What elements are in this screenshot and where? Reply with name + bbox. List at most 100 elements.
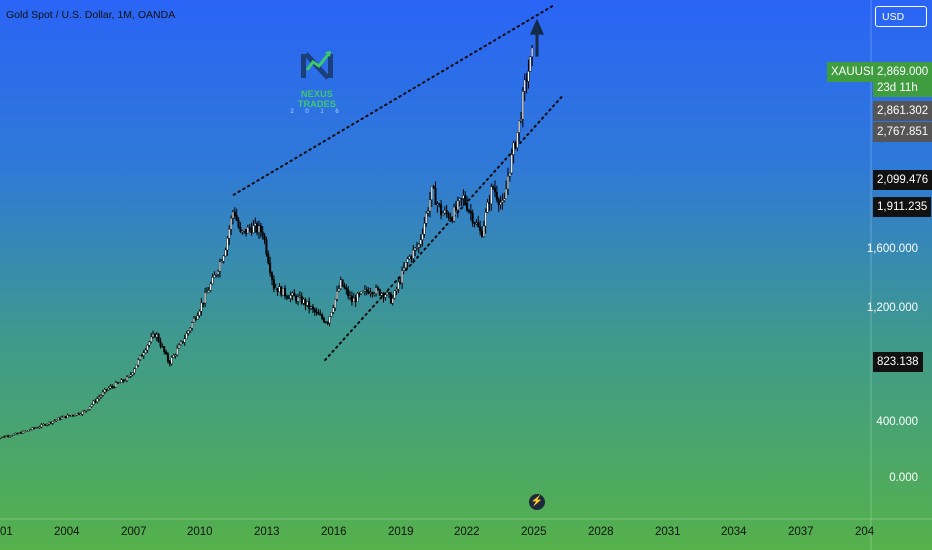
candle bbox=[16, 432, 19, 435]
candle bbox=[332, 304, 335, 315]
candle-body bbox=[493, 187, 496, 193]
candle bbox=[441, 210, 444, 216]
candle bbox=[40, 423, 43, 429]
candle-body bbox=[378, 289, 381, 296]
candle-body bbox=[87, 409, 90, 411]
candle-body bbox=[531, 47, 534, 57]
candle-body bbox=[321, 314, 324, 319]
candle-body bbox=[388, 292, 391, 295]
candle-body bbox=[243, 229, 246, 232]
candle-body bbox=[16, 432, 19, 435]
candle bbox=[287, 294, 290, 299]
candle bbox=[486, 198, 489, 213]
candle-body bbox=[233, 211, 236, 216]
candle bbox=[103, 387, 106, 395]
candle bbox=[520, 111, 523, 124]
candle bbox=[113, 385, 116, 389]
candle bbox=[207, 286, 210, 293]
candle-body bbox=[334, 298, 337, 308]
candle bbox=[230, 215, 233, 235]
candle bbox=[124, 378, 127, 383]
brand-logo: NEXUS TRADES 2 0 1 6 bbox=[281, 48, 353, 115]
candle-body bbox=[332, 307, 335, 313]
candle-body bbox=[101, 391, 104, 396]
candle bbox=[23, 430, 26, 433]
candle-body bbox=[408, 256, 411, 260]
candle-body bbox=[434, 187, 437, 205]
candle bbox=[211, 273, 214, 285]
candle-body bbox=[298, 295, 301, 298]
candle-body bbox=[252, 225, 255, 233]
candle bbox=[98, 394, 101, 401]
candle-body bbox=[317, 311, 320, 315]
candle-body bbox=[79, 413, 82, 416]
candle-body bbox=[3, 436, 6, 438]
candle bbox=[122, 379, 125, 384]
candle-body bbox=[217, 271, 220, 275]
candle-body bbox=[358, 293, 361, 295]
candle-body bbox=[150, 336, 153, 343]
candle-body bbox=[239, 227, 242, 232]
candle bbox=[490, 183, 493, 211]
candle-body bbox=[202, 302, 205, 305]
candle bbox=[237, 217, 240, 229]
candle-body bbox=[507, 175, 510, 190]
candle bbox=[438, 202, 441, 208]
candle bbox=[415, 241, 418, 251]
candle-body bbox=[274, 288, 277, 290]
candle-body bbox=[36, 427, 39, 429]
candle-body bbox=[139, 355, 142, 360]
price-level-badge-2: 2,767.851 bbox=[873, 122, 932, 142]
candle-body bbox=[27, 429, 30, 432]
candle bbox=[31, 427, 34, 431]
candle bbox=[135, 364, 138, 370]
candle bbox=[213, 270, 216, 278]
candle-body bbox=[90, 404, 93, 407]
logo-text: NEXUS TRADES bbox=[297, 89, 337, 109]
x-tick: 2028 bbox=[588, 526, 614, 538]
lightning-icon[interactable]: ⚡ bbox=[529, 494, 545, 510]
candle-body bbox=[369, 292, 372, 294]
candle-body bbox=[480, 230, 483, 237]
candle-body bbox=[395, 288, 398, 291]
candle-body bbox=[492, 186, 495, 189]
candle bbox=[475, 218, 478, 226]
candle-body bbox=[486, 202, 489, 213]
candle-body bbox=[406, 258, 409, 263]
candle-body bbox=[284, 288, 287, 297]
candle bbox=[480, 226, 483, 238]
candle-body bbox=[391, 298, 394, 304]
candle bbox=[100, 394, 103, 399]
candle-body bbox=[120, 379, 123, 383]
candle-body bbox=[57, 417, 60, 421]
candle bbox=[248, 223, 251, 233]
candle bbox=[226, 236, 229, 256]
candle bbox=[278, 283, 281, 293]
currency-selector[interactable]: USD bbox=[875, 6, 927, 27]
candle-body bbox=[521, 91, 524, 120]
candle bbox=[34, 427, 37, 429]
candle bbox=[417, 242, 420, 254]
candle bbox=[75, 413, 78, 416]
candle-body bbox=[404, 261, 407, 269]
candle bbox=[499, 195, 502, 210]
candle bbox=[412, 244, 415, 264]
candle bbox=[176, 344, 179, 357]
candle-body bbox=[148, 341, 151, 346]
candle-body bbox=[111, 386, 114, 388]
candle bbox=[174, 353, 177, 359]
candle-body bbox=[64, 415, 67, 418]
candle bbox=[157, 333, 160, 343]
candle bbox=[337, 285, 340, 292]
candle bbox=[244, 229, 247, 237]
y-tick-1600: 1,600.000 bbox=[866, 243, 918, 255]
candle-body bbox=[47, 421, 50, 425]
candle bbox=[8, 435, 11, 438]
candle-body bbox=[291, 292, 294, 296]
candle bbox=[114, 380, 117, 388]
candle-body bbox=[224, 249, 227, 257]
price-level-badge-3: 2,099.476 bbox=[873, 170, 932, 190]
candle bbox=[246, 224, 249, 234]
candle-body bbox=[191, 322, 194, 329]
